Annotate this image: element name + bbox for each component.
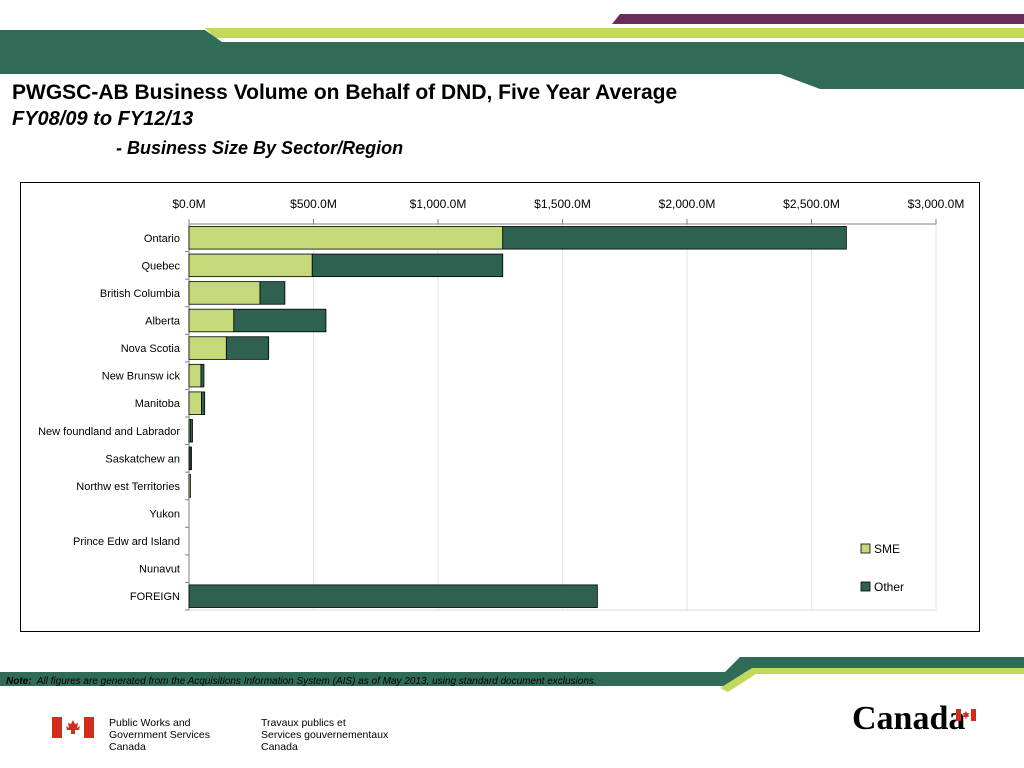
x-tick-label: $2,500.0M [783, 197, 840, 211]
department-name-french: Travaux publics et Services gouvernement… [261, 717, 389, 753]
x-tick-label: $500.0M [290, 197, 337, 211]
bar-other-new-foundland-and-labrador [189, 419, 193, 443]
bar-sme-nova-scotia [188, 336, 227, 360]
bar-other-new-brunsw-ick [200, 363, 205, 388]
bar-sme-alberta [188, 308, 235, 333]
bar-other-quebec [311, 253, 504, 278]
legend-label-other: Other [874, 580, 904, 594]
x-tick-label: $3,000.0M [908, 197, 965, 211]
category-label-quebec: Quebec [141, 260, 180, 272]
category-label-nova-scotia: Nova Scotia [121, 343, 181, 355]
category-label-ontario: Ontario [144, 233, 180, 245]
legend-swatch-sme [860, 543, 871, 554]
footnote-label: Note: [6, 676, 32, 687]
bar-other-british-columbia [259, 281, 286, 305]
category-label-prince-edw-ard-island: Prince Edw ard Island [73, 536, 180, 548]
x-tick-label: $2,000.0M [659, 197, 716, 211]
header-banner [0, 14, 1024, 89]
header-lime-stripe [205, 28, 1024, 38]
header-green-band [0, 30, 1024, 89]
bar-other-alberta [233, 308, 327, 333]
canada-flag-icon [52, 717, 94, 738]
stacked-bar-chart: $0.0M $500.0M $1,000.0M $1,500.0M $2,000.0M $… [38, 197, 965, 611]
bar-sme-manitoba [188, 391, 202, 415]
department-name-english: Public Works and Government Services Can… [109, 717, 210, 753]
legend-swatch-other [860, 581, 871, 592]
category-label-manitoba: Manitoba [135, 398, 181, 410]
category-label-alberta: Alberta [145, 316, 181, 328]
footer-green-band [0, 657, 1024, 686]
category-label-foreign: FOREIGN [130, 591, 180, 603]
category-label-yukon: Yukon [149, 509, 180, 521]
footer-lime-stripe [720, 668, 1024, 692]
footer-banner [0, 657, 1024, 692]
category-label-new-brunsw-ick: New Brunsw ick [102, 371, 181, 383]
bar-other-nova-scotia [225, 336, 270, 360]
page-subtitle-breakdown: - Business Size By Sector/Region [116, 138, 404, 158]
page-title: PWGSC-AB Business Volume on Behalf of DN… [12, 81, 678, 104]
category-label-british-columbia: British Columbia [100, 288, 181, 300]
x-tick-label: $1,000.0M [410, 197, 467, 211]
bar-other-foreign [188, 584, 598, 608]
bar-sme-northw-est-territories [188, 474, 191, 498]
bar-sme-new-brunsw-ick [188, 363, 202, 388]
bar-other-ontario [502, 226, 847, 250]
bar-sme-british-columbia [188, 281, 261, 305]
bar-other-manitoba [201, 391, 206, 415]
wordmark-flag-icon [956, 709, 976, 721]
bar-other-saskatchew-an [189, 446, 192, 471]
header-purple-stripe [612, 14, 1024, 24]
footnote-text: All figures are generated from the Acqui… [36, 676, 597, 687]
bar-sme-quebec [188, 253, 313, 278]
legend-label-sme: SME [874, 542, 900, 556]
page-subtitle-period: FY08/09 to FY12/13 [12, 108, 194, 130]
x-tick-label: $1,500.0M [534, 197, 591, 211]
footnote: Note: All figures are generated from the… [6, 676, 597, 687]
x-tick-label: $0.0M [172, 197, 205, 211]
category-label-nunavut: Nunavut [139, 564, 180, 576]
category-label-new-foundland-and-labrador: New foundland and Labrador [38, 426, 180, 438]
canada-wordmark: Canada [852, 700, 966, 737]
category-label-northw-est-territories: Northw est Territories [76, 481, 180, 493]
bar-sme-ontario [188, 226, 504, 250]
category-label-saskatchew-an: Saskatchew an [105, 453, 180, 465]
